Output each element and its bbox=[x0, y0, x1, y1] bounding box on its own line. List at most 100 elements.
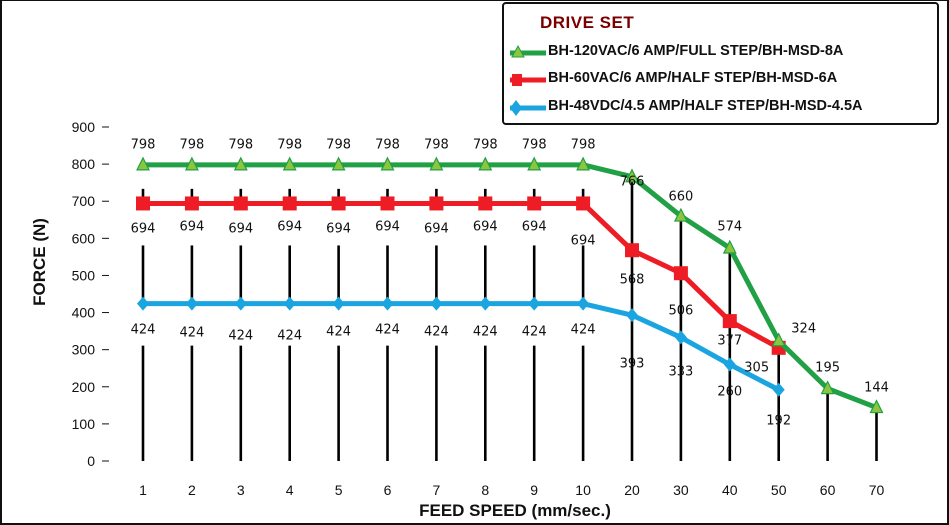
x-tick-label: 3 bbox=[237, 482, 245, 498]
data-point-triangle bbox=[673, 207, 688, 222]
data-point-triangle bbox=[282, 156, 297, 171]
data-point-diamond bbox=[283, 296, 296, 311]
data-label-red: 694 bbox=[326, 222, 351, 237]
blue-line-diamond-icon bbox=[510, 100, 546, 116]
data-point-triangle bbox=[722, 239, 737, 254]
legend-entry-green: BH-120VAC/6 AMP/FULL STEP/BH-MSD-8A bbox=[508, 40, 938, 66]
x-tick-label: 2 bbox=[188, 482, 196, 498]
y-tick-label: 200 bbox=[72, 379, 96, 395]
data-point-square bbox=[233, 196, 248, 211]
data-point-diamond bbox=[479, 296, 492, 311]
data-label-green: 798 bbox=[424, 138, 449, 153]
legend-entry-red: BH-60VAC/6 AMP/HALF STEP/BH-MSD-6A bbox=[508, 67, 938, 93]
data-label-green: 798 bbox=[375, 138, 400, 153]
x-tick-label: 50 bbox=[771, 482, 787, 498]
data-label-blue: 424 bbox=[228, 329, 253, 344]
data-label-blue: 424 bbox=[131, 323, 156, 338]
legend-label-blue: BH-48VDC/4.5 AMP/HALF STEP/BH-MSD-4.5A bbox=[548, 98, 863, 114]
data-label-red: 694 bbox=[473, 220, 498, 235]
data-label-blue: 424 bbox=[522, 325, 547, 340]
data-label-red: 694 bbox=[277, 220, 302, 235]
data-label-green: 798 bbox=[131, 138, 156, 153]
data-point-triangle bbox=[820, 380, 835, 395]
data-point-triangle bbox=[184, 156, 199, 171]
data-point-triangle bbox=[478, 156, 493, 171]
data-point-diamond bbox=[332, 296, 345, 311]
data-label-green: 798 bbox=[277, 138, 302, 153]
data-point-square bbox=[478, 196, 493, 211]
data-point-diamond bbox=[577, 296, 590, 311]
red-line-square-icon bbox=[510, 74, 546, 86]
data-point-square bbox=[429, 196, 444, 211]
x-tick-label: 1 bbox=[139, 482, 147, 498]
data-point-square bbox=[625, 243, 639, 258]
data-label-red: 694 bbox=[522, 220, 547, 235]
data-label-green: 324 bbox=[791, 322, 816, 337]
data-label-blue: 424 bbox=[326, 325, 351, 340]
green-line-triangle-icon bbox=[510, 44, 546, 58]
data-label-green: 144 bbox=[864, 381, 889, 396]
x-tick-label: 30 bbox=[673, 482, 689, 498]
data-point-triangle bbox=[527, 156, 542, 171]
data-label-green: 798 bbox=[326, 138, 351, 153]
legend-label-green: BH-120VAC/6 AMP/FULL STEP/BH-MSD-8A bbox=[548, 43, 844, 59]
data-point-triangle bbox=[869, 399, 884, 414]
series-line-0 bbox=[143, 162, 878, 410]
data-label-blue: 424 bbox=[277, 329, 302, 344]
series-line-1 bbox=[143, 200, 780, 351]
legend-title: DRIVE SET bbox=[540, 13, 635, 32]
data-label-blue: 260 bbox=[717, 385, 742, 400]
data-point-square bbox=[282, 196, 297, 211]
data-point-square bbox=[331, 196, 346, 211]
data-label-green: 660 bbox=[668, 190, 693, 205]
legend-label-red: BH-60VAC/6 AMP/HALF STEP/BH-MSD-6A bbox=[548, 70, 838, 86]
data-point-triangle bbox=[233, 156, 248, 171]
data-label-red: 305 bbox=[744, 361, 769, 376]
data-point-diamond bbox=[234, 296, 247, 311]
y-axis-title: FORCE (N) bbox=[30, 218, 49, 306]
data-label-red: 694 bbox=[375, 220, 400, 235]
y-tick-label: 800 bbox=[72, 156, 96, 172]
data-label-red: 694 bbox=[571, 234, 596, 249]
x-axis-title: FEED SPEED (mm/sec.) bbox=[419, 501, 611, 520]
data-label-blue: 424 bbox=[375, 323, 400, 338]
x-tick-label: 70 bbox=[869, 482, 885, 498]
data-point-triangle bbox=[625, 168, 639, 183]
legend: DRIVE SET BH-120VAC/6 AMP/FULL STEP/BH-M… bbox=[502, 2, 939, 125]
data-label-green: 798 bbox=[179, 138, 204, 153]
data-point-triangle bbox=[576, 156, 591, 171]
data-point-triangle bbox=[429, 156, 444, 171]
data-point-square bbox=[184, 196, 199, 211]
y-tick-label: 900 bbox=[72, 119, 96, 135]
data-point-square bbox=[576, 196, 591, 211]
data-label-blue: 393 bbox=[620, 357, 645, 372]
x-tick-label: 8 bbox=[481, 482, 489, 498]
data-label-blue: 424 bbox=[473, 325, 498, 340]
data-label-red: 377 bbox=[717, 334, 742, 349]
data-point-triangle bbox=[380, 156, 395, 171]
data-label-green: 798 bbox=[228, 138, 253, 153]
data-label-red: 694 bbox=[179, 220, 204, 235]
data-label-red: 568 bbox=[620, 273, 645, 288]
data-label-blue: 424 bbox=[424, 325, 449, 340]
x-tick-label: 10 bbox=[575, 482, 591, 498]
y-tick-label: 100 bbox=[72, 416, 96, 432]
x-tick-label: 6 bbox=[384, 482, 392, 498]
data-label-blue: 424 bbox=[571, 323, 596, 338]
y-tick-label: 700 bbox=[72, 193, 96, 209]
data-point-diamond bbox=[626, 308, 638, 323]
data-label-green: 766 bbox=[620, 175, 645, 190]
data-point-square bbox=[673, 266, 688, 281]
x-tick-label: 4 bbox=[286, 482, 294, 498]
data-label-green: 574 bbox=[717, 220, 742, 235]
data-point-diamond bbox=[674, 330, 687, 345]
data-label-red: 694 bbox=[131, 222, 156, 237]
x-tick-label: 9 bbox=[530, 482, 538, 498]
data-point-triangle bbox=[771, 332, 786, 347]
data-label-blue: 424 bbox=[179, 326, 204, 341]
y-tick-label: 400 bbox=[72, 305, 96, 321]
data-point-square bbox=[136, 196, 150, 211]
y-tick-label: 500 bbox=[72, 267, 96, 283]
data-point-diamond bbox=[528, 296, 541, 311]
data-point-diamond bbox=[430, 296, 443, 311]
